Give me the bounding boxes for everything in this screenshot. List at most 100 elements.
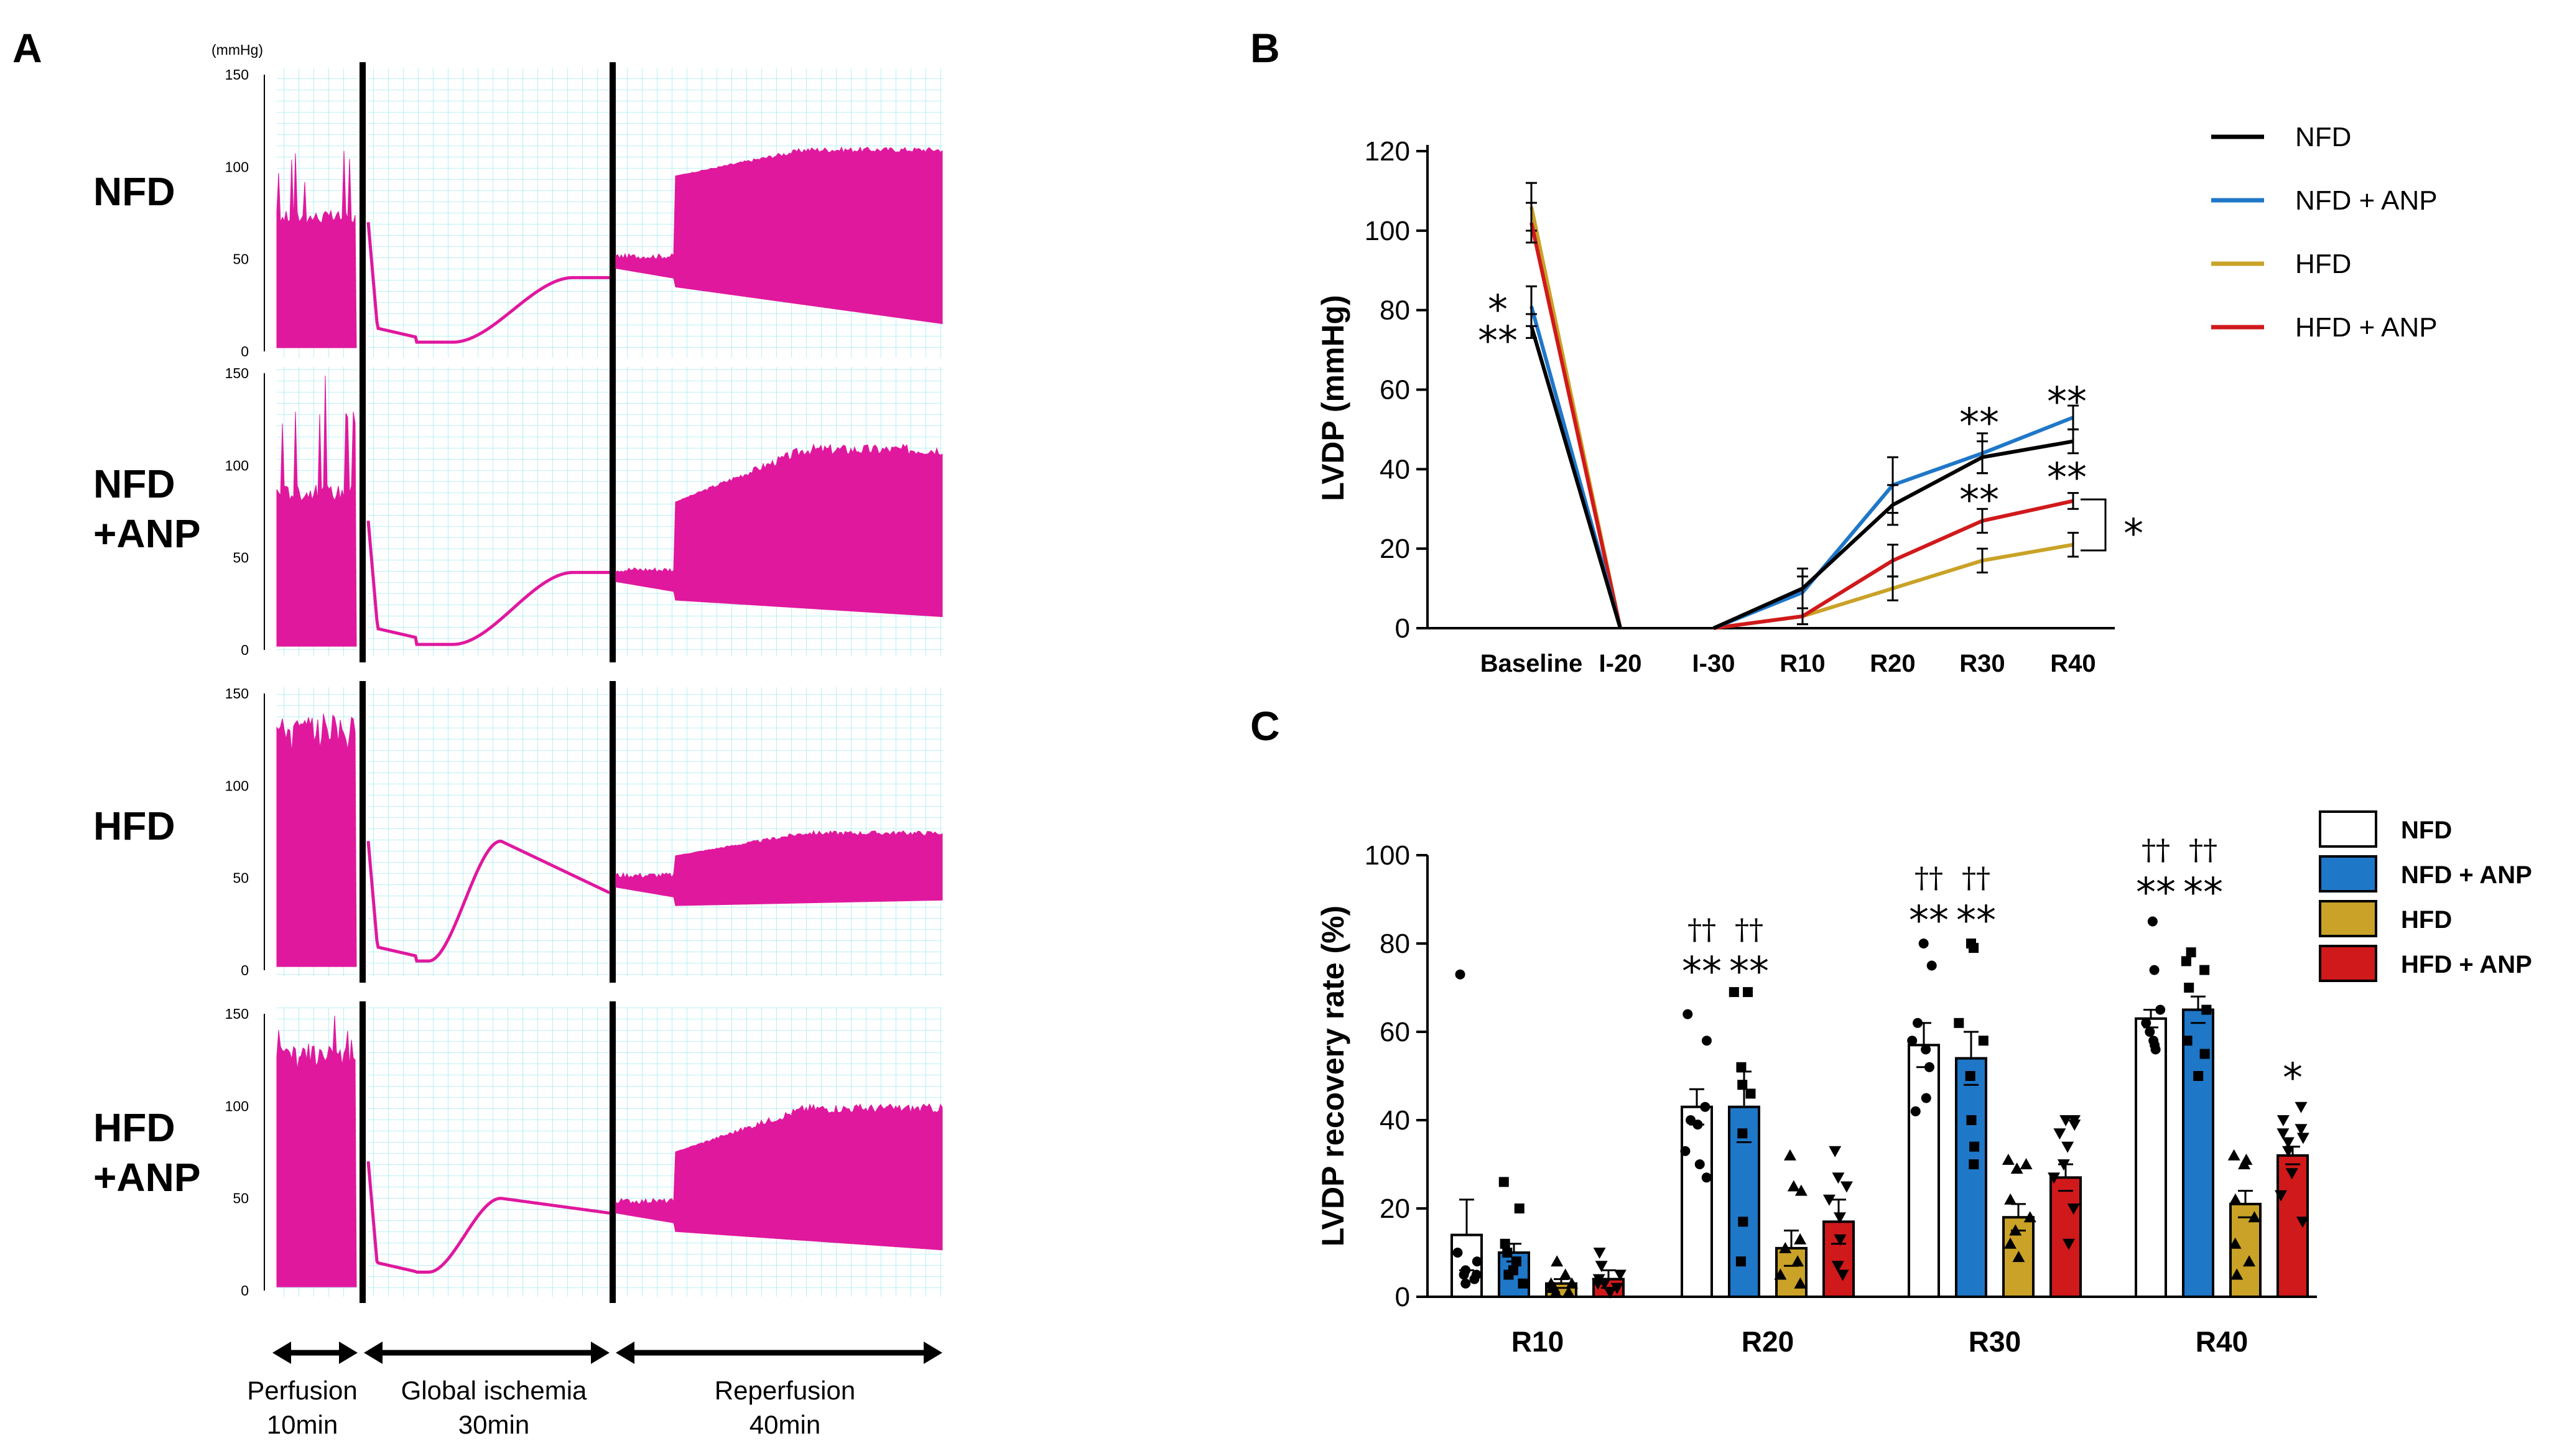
trace-grid: [616, 687, 942, 976]
panel-c-point: [1604, 1287, 1617, 1299]
panel-c-dagger: ††: [1915, 861, 1943, 894]
panel-c-point: [1518, 1278, 1528, 1289]
panel-b-legend: NFD NFD + ANP HFD HFD + ANP: [2211, 122, 2438, 343]
panel-b-legend-label: NFD + ANP: [2295, 185, 2438, 216]
trace-y-tick: 150: [225, 67, 249, 83]
panel-b-y-tick: 40: [1380, 454, 1410, 485]
panel-c-point: [1610, 1282, 1623, 1294]
panel-c-point: [1787, 1180, 1800, 1192]
panel-c-y-tick: 60: [1380, 1017, 1410, 1047]
panel-c-point: [2295, 1124, 2308, 1136]
panel-c-point: [1738, 1217, 1748, 1227]
panel-b-y-tick: 100: [1365, 216, 1410, 246]
trace-perfusion: [276, 713, 357, 967]
panel-c-stars: **: [1682, 949, 1722, 995]
panel-c-point: [1794, 1184, 1808, 1196]
panel-c-legend-label: HFD: [2401, 906, 2452, 934]
phase-ischemia-duration: 30min: [458, 1410, 529, 1439]
panel-c-point: [1921, 1093, 1931, 1103]
panel-c-point: [1774, 1268, 1787, 1280]
trace-row-label-2: +ANP: [93, 511, 201, 556]
panel-b-x-tick: R20: [1870, 650, 1915, 677]
panel-c-point: [1910, 1106, 1921, 1116]
units-label: (mmHg): [211, 42, 263, 58]
panel-c-point: [1921, 1044, 1931, 1055]
trace-y-tick: 100: [225, 777, 249, 794]
panel-c-legend-label: NFD + ANP: [2401, 861, 2532, 889]
panel-c-dagger: ††: [1735, 912, 1763, 946]
panel-c-point: [2149, 965, 2160, 975]
phase-arrows: Perfusion 10min Global ischemia 30min Re…: [247, 1342, 942, 1439]
panel-c-point: [2184, 983, 2194, 993]
trace-reperfusion: [615, 1103, 943, 1251]
trace-row: 150 100 50 0 NFD: [93, 62, 943, 364]
panel-c-point: [2296, 1217, 2309, 1228]
panel-b-x-tick: I-20: [1599, 650, 1642, 677]
panel-c-y-tick: 100: [1365, 840, 1410, 871]
panel-b-lvdp-line-chart: LVDP (mmHg) 0 20 40 60 80 100 120 Baseline I-20 I…: [1316, 122, 2438, 677]
panel-c-point: [2281, 1137, 2295, 1149]
panel-c-point: [1502, 1248, 1513, 1258]
panel-c-dagger: ††: [2142, 833, 2170, 866]
panel-b-y-tick: 80: [1380, 295, 1410, 326]
panel-c-point: [2201, 1004, 2212, 1015]
panel-c-point: [1969, 1159, 1979, 1169]
panel-c-point: [2230, 1268, 2244, 1280]
sig-baseline-1: *: [1488, 287, 1508, 333]
panel-c-legend-label: HFD + ANP: [2401, 951, 2532, 978]
panel-c-point: [1469, 1274, 1480, 1284]
sig-bracket-star: *: [2123, 511, 2143, 557]
phase-arrow-head-right: [339, 1342, 358, 1364]
phase-arrow-head-right: [924, 1342, 942, 1364]
trace-y-tick: 100: [225, 457, 249, 473]
panel-b-legend-label: HFD + ANP: [2295, 312, 2438, 343]
panel-c-point: [2067, 1203, 2080, 1215]
trace-perfusion: [276, 376, 357, 647]
panel-c-point: [2150, 1044, 2161, 1055]
phase-arrow-head-left: [364, 1342, 383, 1364]
panel-c-point: [1742, 987, 1753, 998]
panel-c-bar-group: [1498, 1177, 1530, 1298]
trace-y-tick: 0: [241, 343, 249, 359]
trace-y-tick: 50: [233, 550, 249, 566]
panel-c-point: [2277, 1115, 2290, 1126]
panel-c-point: [1966, 1115, 1977, 1125]
trace-reperfusion: [615, 830, 943, 906]
panel-b-y-tick: 20: [1380, 534, 1410, 564]
panel-c-bar-group: [1822, 1146, 1855, 1299]
panel-c-point: [1595, 1261, 1608, 1273]
panel-c-point: [1822, 1194, 1836, 1206]
panel-c-point: [2068, 1120, 2081, 1131]
panel-b-legend-label: NFD: [2295, 122, 2351, 152]
panel-c-point: [1566, 1277, 1579, 1289]
panel-c-point: [1832, 1172, 1845, 1184]
sig-r40-2: **: [2047, 455, 2087, 501]
panel-c-point: [1503, 1269, 1514, 1280]
panel-c-star-hfd-anp: *: [2283, 1055, 2303, 1101]
panel-c-point: [2059, 1115, 2072, 1126]
panel-c-point: [1907, 1036, 1918, 1046]
panel-c-point: [1969, 1141, 1980, 1152]
sig-baseline-2: **: [1478, 318, 1518, 364]
panel-c-stars: **: [1729, 949, 1769, 995]
panel-c-bar-group: [2274, 1101, 2309, 1299]
trace-row: 150 100 50 0 HFD +ANP: [93, 1001, 943, 1303]
sig-bracket: [2081, 498, 2107, 552]
panel-c-point: [2199, 1049, 2210, 1059]
panel-b-x-tick: I-30: [1692, 650, 1735, 677]
panel-letter-a: A: [12, 25, 42, 71]
trace-grid: [368, 68, 610, 358]
panel-c-point: [2062, 1238, 2075, 1250]
panel-c-point: [1562, 1286, 1575, 1297]
panel-c-point: [2227, 1149, 2240, 1161]
panel-c-point: [2061, 1141, 2074, 1153]
panel-c-point: [2186, 947, 2196, 958]
panel-c-point: [1794, 1277, 1807, 1289]
panel-c-point: [2182, 1036, 2193, 1046]
panel-c-y-tick: 40: [1380, 1105, 1410, 1136]
panel-c-point: [1783, 1149, 1796, 1161]
phase-divider: [360, 1001, 366, 1303]
panel-c-y-tick: 20: [1380, 1194, 1410, 1224]
trace-row: 150 100 50 0 NFD +ANP: [93, 361, 943, 662]
